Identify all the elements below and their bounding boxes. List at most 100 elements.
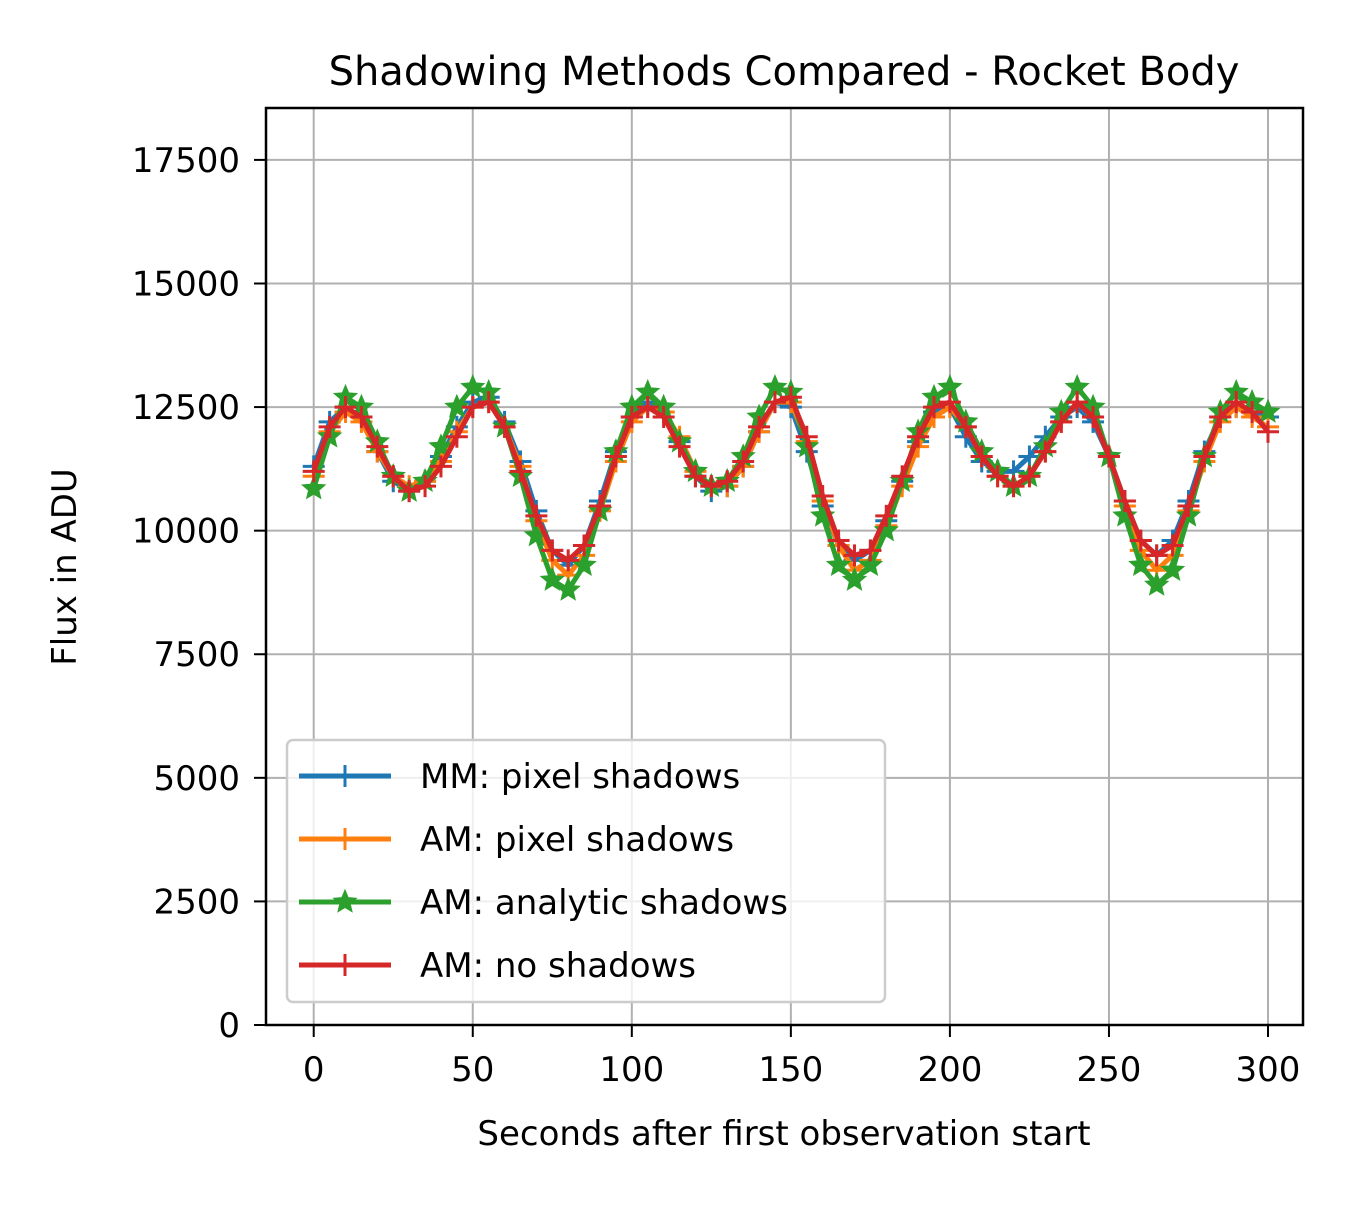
legend-box <box>285 738 887 1004</box>
plus-marker <box>318 415 341 438</box>
plus-marker <box>461 396 484 419</box>
plus-marker <box>589 494 612 517</box>
plus-marker <box>684 465 707 488</box>
star-marker <box>873 517 899 542</box>
plus-marker <box>1082 405 1105 428</box>
plus-marker <box>429 455 452 478</box>
plus-marker <box>1241 401 1264 424</box>
axis-ticks: 0 50 100 150 200 250 300 0 2500 5000 7500 10000 1250… <box>132 141 1301 1090</box>
plus-marker <box>445 425 468 448</box>
plus-marker <box>779 386 802 409</box>
plus-marker <box>748 415 771 438</box>
legend-item: AM: analytic shadows <box>299 883 788 923</box>
y-tick-label: 17500 <box>132 141 240 181</box>
plus-marker <box>541 539 564 562</box>
plus-marker <box>1002 475 1025 498</box>
plus-marker <box>1225 391 1248 414</box>
legend-label: AM: analytic shadows <box>420 883 788 923</box>
legend-item: AM: pixel shadows <box>299 820 734 860</box>
plus-marker <box>1193 445 1216 468</box>
star-marker <box>857 551 884 577</box>
plus-marker <box>891 465 914 488</box>
x-tick-label: 100 <box>599 1050 664 1090</box>
plus-marker <box>493 415 516 438</box>
plus-marker <box>700 475 723 498</box>
star-marker <box>825 551 852 577</box>
star-marker <box>1128 551 1154 577</box>
plus-marker <box>668 435 691 458</box>
plus-marker <box>716 470 739 493</box>
plus-marker <box>366 435 389 458</box>
plus-marker <box>334 396 357 419</box>
plus-marker <box>652 405 675 428</box>
plus-marker <box>350 405 373 428</box>
star-marker <box>539 566 565 591</box>
plus-marker <box>1066 391 1089 414</box>
plus-marker <box>334 954 356 976</box>
plus-marker <box>1257 420 1280 443</box>
legend-item: AM: no shadows <box>299 946 696 986</box>
plus-marker <box>334 828 356 850</box>
plus-marker <box>763 391 786 414</box>
star-marker <box>444 393 470 418</box>
star-marker <box>1255 398 1281 423</box>
plus-marker <box>573 534 596 557</box>
star-marker <box>555 576 581 601</box>
x-axis-label: Seconds after first observation start <box>477 1114 1090 1154</box>
legend: MM: pixel shadows AM: pixel shadows AM: an… <box>285 738 887 1004</box>
star-marker <box>460 373 486 399</box>
plus-marker <box>843 544 866 567</box>
plus-marker <box>1161 534 1184 557</box>
plus-marker <box>938 391 961 414</box>
star-marker <box>301 475 327 500</box>
x-tick-label: 300 <box>1236 1050 1301 1090</box>
y-tick-label: 2500 <box>153 882 240 922</box>
legend-label: AM: pixel shadows <box>420 820 734 860</box>
plus-marker <box>1129 529 1152 552</box>
plus-marker <box>1097 445 1120 468</box>
plus-marker <box>875 504 898 527</box>
plus-marker <box>509 460 532 483</box>
plot-frame <box>264 106 1305 1027</box>
y-tick-label: 5000 <box>153 759 240 799</box>
y-tick-label: 0 <box>218 1006 240 1046</box>
y-axis-label: Flux in ADU <box>45 468 85 666</box>
plus-marker <box>923 396 946 419</box>
legend-label: MM: pixel shadows <box>420 757 740 797</box>
plus-marker <box>1177 494 1200 517</box>
plus-marker <box>398 480 421 503</box>
plus-marker <box>636 396 659 419</box>
plus-marker <box>811 485 834 508</box>
chart-title: Shadowing Methods Compared - Rocket Body <box>329 49 1240 95</box>
plus-marker <box>604 445 627 468</box>
plus-marker <box>1018 465 1041 488</box>
plus-marker <box>414 475 437 498</box>
y-tick-label: 10000 <box>132 512 240 552</box>
plus-marker <box>1050 410 1073 433</box>
plus-marker <box>907 425 930 448</box>
star-marker <box>1159 556 1186 581</box>
star-marker <box>1144 571 1170 596</box>
plus-marker <box>525 504 548 527</box>
plus-marker <box>859 539 882 562</box>
x-tick-label: 0 <box>303 1050 325 1090</box>
plus-marker <box>732 450 755 473</box>
y-tick-label: 7500 <box>153 635 240 675</box>
plus-marker <box>557 549 580 572</box>
plus-marker <box>302 460 325 483</box>
plus-marker <box>1209 405 1232 428</box>
legend-item: MM: pixel shadows <box>299 757 740 797</box>
plus-marker <box>334 765 356 787</box>
plus-marker <box>795 425 818 448</box>
plus-marker <box>827 529 850 552</box>
x-tick-label: 200 <box>917 1050 982 1090</box>
series-layer <box>301 373 1281 601</box>
x-tick-label: 150 <box>758 1050 823 1090</box>
star-marker <box>841 566 868 591</box>
y-tick-label: 12500 <box>132 388 240 428</box>
x-tick-label: 50 <box>451 1050 494 1090</box>
plus-marker <box>620 405 643 428</box>
plus-marker <box>970 445 993 468</box>
plus-marker <box>382 465 405 488</box>
